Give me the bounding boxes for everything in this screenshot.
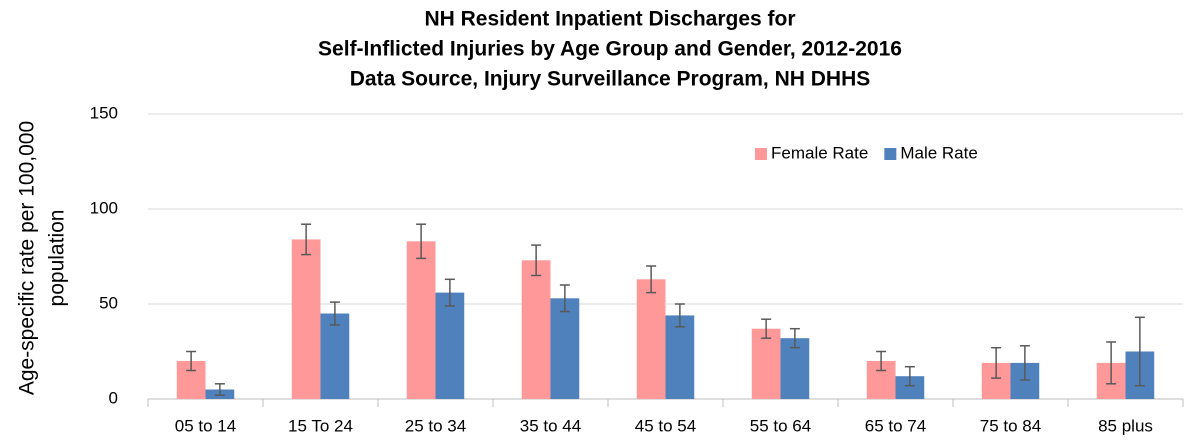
error-bar <box>674 303 685 328</box>
error-bar <box>329 301 340 326</box>
error-bar <box>559 284 570 313</box>
error-bar <box>789 327 800 349</box>
x-tick-label: 35 to 44 <box>520 416 581 435</box>
x-tick-label: 85 plus <box>1098 416 1153 435</box>
x-tick-label: 65 to 74 <box>865 416 926 435</box>
bar <box>291 239 321 399</box>
error-bar <box>214 383 225 396</box>
y-tick-label: 50 <box>99 293 118 312</box>
error-bar <box>186 350 197 372</box>
bar <box>406 241 436 399</box>
error-bar <box>904 365 915 387</box>
bar <box>895 376 925 399</box>
x-tick-label: 25 to 34 <box>405 416 466 435</box>
y-axis-title: Age-specific rate per 100,000 <box>16 121 39 395</box>
bar <box>751 328 781 399</box>
y-tick-label: 0 <box>109 388 118 407</box>
bar <box>435 292 465 399</box>
bar <box>320 313 350 399</box>
bar <box>521 260 551 399</box>
legend-label: Male Rate <box>900 143 977 162</box>
chart-title: NH Resident Inpatient Discharges for <box>424 8 795 31</box>
error-bar <box>416 223 427 260</box>
error-bar <box>1134 316 1145 387</box>
error-bar <box>876 350 887 372</box>
error-bar <box>1019 345 1030 381</box>
legend-swatch <box>755 148 767 160</box>
x-tick-label: 45 to 54 <box>635 416 696 435</box>
y-axis-title: population <box>46 210 69 307</box>
chart-title: Data Source, Injury Surveillance Program… <box>350 68 871 91</box>
x-tick-label: 15 To 24 <box>288 416 353 435</box>
x-tick-label: 75 to 84 <box>980 416 1041 435</box>
bar <box>665 315 695 399</box>
error-bar <box>531 244 542 277</box>
y-tick-label: 100 <box>90 198 118 217</box>
error-bar <box>1106 341 1117 385</box>
bar <box>550 298 580 399</box>
legend-swatch <box>884 148 897 160</box>
error-bar <box>761 318 772 339</box>
error-bar <box>444 278 455 307</box>
x-tick-label: 05 to 14 <box>175 416 236 435</box>
x-tick-label: 55 to 64 <box>750 416 811 435</box>
error-bar <box>301 223 312 256</box>
error-bar <box>991 346 1002 379</box>
chart-title: Self-Inflicted Injuries by Age Group and… <box>318 38 902 61</box>
legend-label: Female Rate <box>771 143 868 162</box>
bar <box>636 279 666 399</box>
error-bar <box>646 265 657 294</box>
y-tick-label: 150 <box>90 103 118 122</box>
